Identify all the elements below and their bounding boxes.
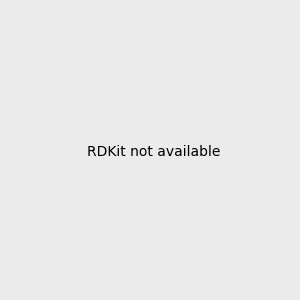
Text: RDKit not available: RDKit not available xyxy=(87,145,220,158)
